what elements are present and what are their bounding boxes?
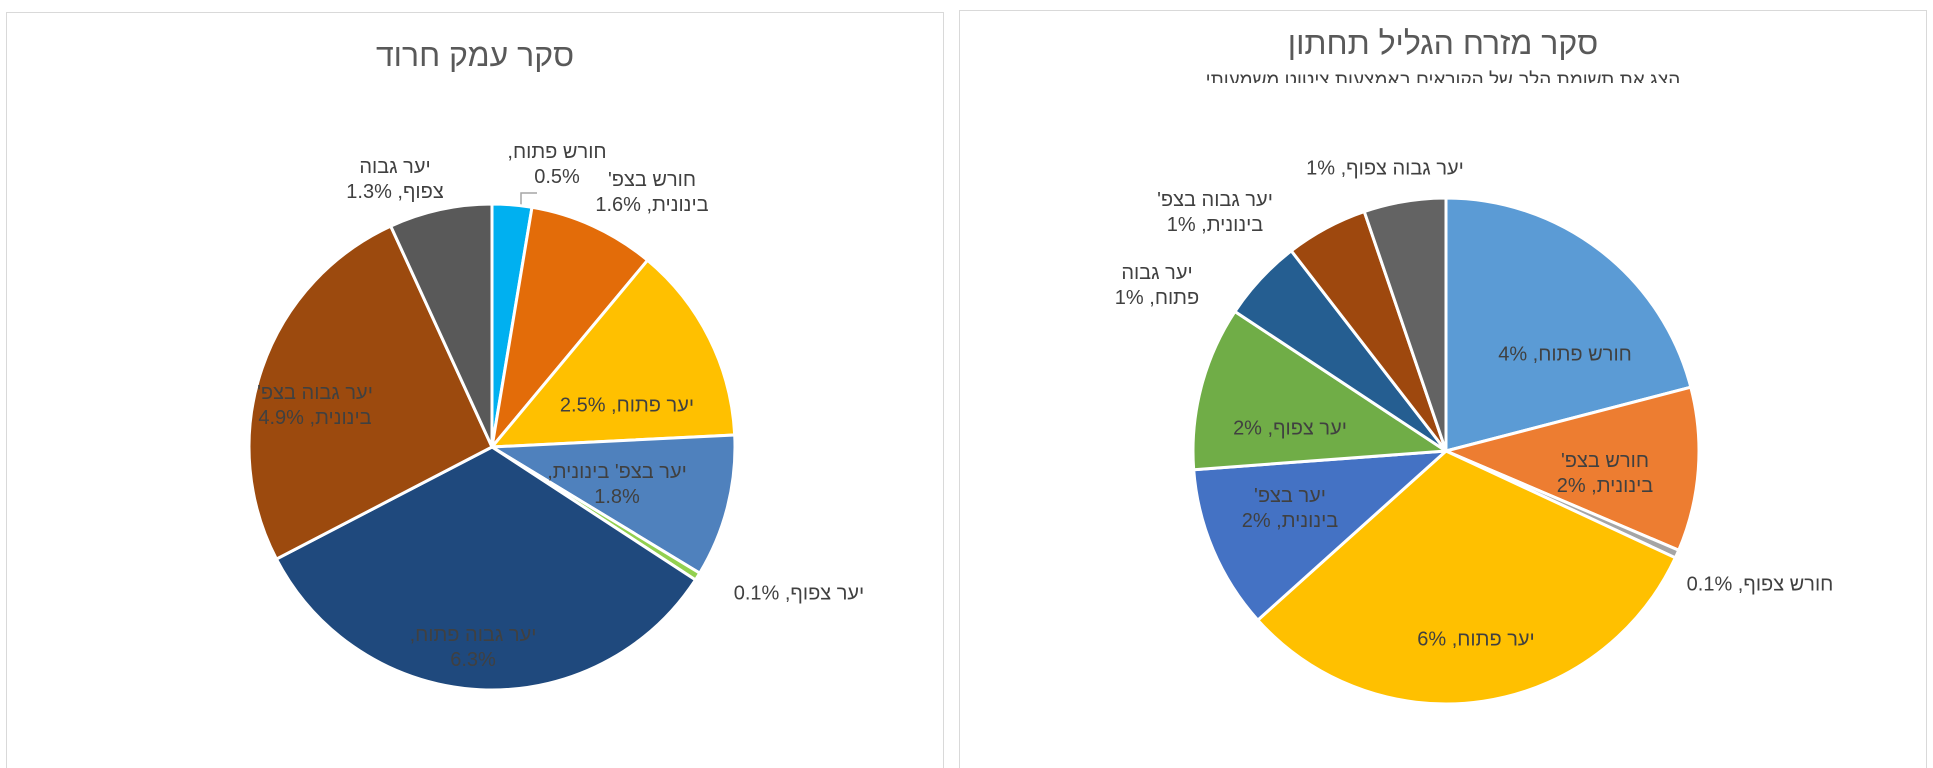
pie-slice bbox=[487, 433, 737, 576]
data-label: יער גבוה פתוח, 6.3% bbox=[409, 624, 537, 671]
pie-slice bbox=[1441, 385, 1701, 553]
chart-subtitle: הצג את תשומת הלב של הקוראים באמצעות ציטו… bbox=[1205, 70, 1681, 83]
chart-title: סקר מזרח הגליל תחתון bbox=[1287, 25, 1599, 61]
data-label: חורש פתוח, 0.5% bbox=[507, 141, 607, 188]
pie-slice bbox=[488, 258, 737, 449]
pie-slice bbox=[489, 205, 650, 453]
data-label: חורש בצפ' בינונית, 1.6% bbox=[595, 169, 709, 216]
data-label: יער גבוה בצפ' בינונית, 1% bbox=[1157, 189, 1273, 236]
pie-slice bbox=[1362, 196, 1448, 452]
pie-slice bbox=[247, 224, 494, 562]
chart bbox=[1191, 196, 1701, 706]
data-label: חורש פתוח, 4% bbox=[1498, 343, 1632, 366]
data-label: חורש צפוף, 0.1% bbox=[1686, 573, 1834, 596]
chart bbox=[247, 192, 737, 692]
data-label: יער גבוה פתוח, 1% bbox=[1114, 262, 1200, 309]
data-label: יער פתוח, 6% bbox=[1417, 628, 1535, 651]
pie-slice bbox=[274, 445, 698, 692]
data-label: יער צפוף, 0.1% bbox=[733, 582, 865, 605]
pie-slice bbox=[1192, 449, 1451, 623]
pie-slice bbox=[1191, 309, 1451, 472]
pie-slice bbox=[1444, 196, 1693, 453]
data-label: יער בצפ' בינונית, 2% bbox=[1241, 485, 1339, 532]
chart-panel: סקר מזרח הגליל תחתון הצג את תשומת הלב של… bbox=[959, 10, 1927, 768]
data-label: יער בצפ' בינונית, 1.8% bbox=[547, 461, 687, 508]
data-label: יער פתוח, 2.5% bbox=[559, 394, 695, 417]
data-label: יער גבוה צפוף, 1% bbox=[1306, 157, 1464, 180]
data-label: יער צפוף, 2% bbox=[1233, 417, 1347, 440]
chart-title: סקר עמק חרוד bbox=[375, 37, 575, 73]
data-label: חורש בצפ' בינונית, 2% bbox=[1556, 450, 1654, 497]
pie-slice bbox=[388, 202, 494, 448]
chart-panel: סקר עמק חרוד חורש פתוח, 0.5% חורש בצפ' בי… bbox=[6, 12, 944, 768]
data-label: יער גבוה צפוף, 1.3% bbox=[346, 156, 444, 203]
pie-slice bbox=[1255, 449, 1678, 706]
data-label: יער גבוה בצפ' בינונית, 4.9% bbox=[257, 382, 373, 429]
